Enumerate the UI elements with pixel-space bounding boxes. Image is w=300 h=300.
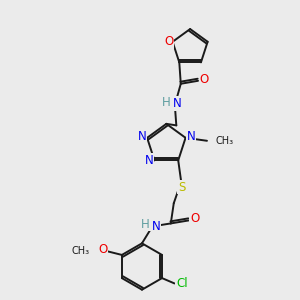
Text: N: N: [173, 97, 182, 110]
Text: N: N: [145, 154, 154, 167]
Text: N: N: [152, 220, 160, 233]
Text: CH₃: CH₃: [72, 246, 90, 256]
Text: S: S: [178, 181, 185, 194]
Text: O: O: [199, 73, 208, 86]
Text: N: N: [137, 130, 146, 143]
Text: O: O: [190, 212, 199, 226]
Text: O: O: [164, 35, 174, 48]
Text: CH₃: CH₃: [215, 136, 233, 146]
Text: H: H: [162, 96, 171, 109]
Text: H: H: [141, 218, 150, 230]
Text: N: N: [187, 130, 195, 143]
Text: O: O: [98, 243, 107, 256]
Text: Cl: Cl: [176, 277, 188, 290]
